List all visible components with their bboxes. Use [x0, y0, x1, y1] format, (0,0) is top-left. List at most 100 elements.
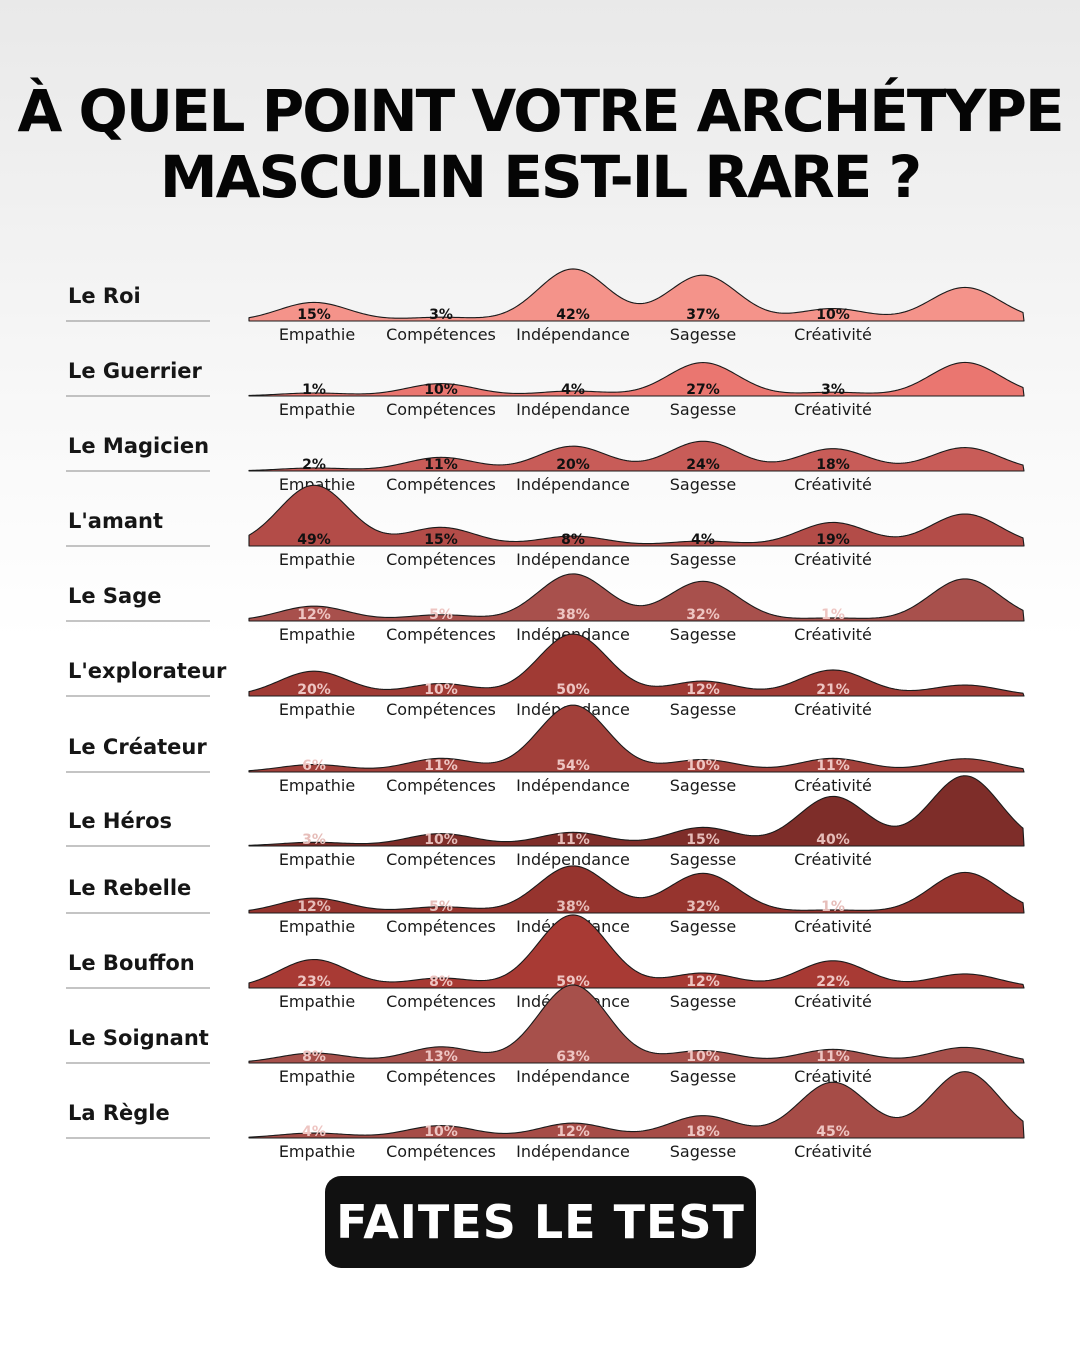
value-label: 49% — [297, 532, 331, 548]
category-label: Créativité — [794, 625, 872, 644]
value-label: 1% — [821, 899, 845, 915]
category-label: Sagesse — [670, 325, 736, 344]
category-label: Créativité — [794, 400, 872, 419]
category-label: Sagesse — [670, 400, 736, 419]
value-label: 12% — [686, 974, 720, 990]
ridge-area — [248, 704, 1025, 773]
archetype-name: La Règle — [68, 1101, 170, 1125]
ridge-area — [248, 775, 1025, 847]
value-label: 12% — [297, 899, 331, 915]
category-label: Créativité — [794, 550, 872, 569]
value-label: 5% — [429, 899, 453, 915]
category-label: Sagesse — [670, 776, 736, 795]
ridge-area — [248, 914, 1025, 989]
category-label: Empathie — [279, 400, 355, 419]
category-label: Compétences — [386, 550, 496, 569]
value-label: 15% — [686, 832, 720, 848]
value-label: 8% — [561, 532, 585, 548]
archetype-name: Le Créateur — [68, 735, 207, 759]
value-label: 23% — [297, 974, 331, 990]
category-label: Compétences — [386, 776, 496, 795]
category-label: Créativité — [794, 776, 872, 795]
take-test-button[interactable]: FAITES LE TEST — [325, 1176, 756, 1268]
archetype-row: Le Roi 15% Empathie 3% Compétences 42% Indépen… — [66, 268, 1025, 344]
value-label: 11% — [424, 457, 458, 473]
category-label: Indépendance — [516, 475, 630, 494]
category-label: Créativité — [794, 850, 872, 869]
archetype-name: Le Guerrier — [68, 359, 203, 383]
category-label: Compétences — [386, 625, 496, 644]
value-label: 18% — [816, 457, 850, 473]
page-title: À QUEL POINT VOTRE ARCHÉTYPE MASCULIN ES… — [0, 78, 1080, 210]
value-label: 24% — [686, 457, 720, 473]
value-label: 32% — [686, 607, 720, 623]
category-label: Empathie — [279, 475, 355, 494]
category-label: Sagesse — [670, 700, 736, 719]
value-label: 10% — [424, 382, 458, 398]
category-label: Sagesse — [670, 1142, 736, 1161]
category-label: Compétences — [386, 1142, 496, 1161]
archetype-ridge-chart: Le Roi 15% Empathie 3% Compétences 42% Indépen… — [66, 268, 1025, 1161]
category-label: Empathie — [279, 625, 355, 644]
category-label: Sagesse — [670, 850, 736, 869]
value-label: 11% — [816, 1049, 850, 1065]
value-label: 10% — [686, 1049, 720, 1065]
ridge-area — [248, 361, 1025, 397]
category-label: Compétences — [386, 400, 496, 419]
value-label: 45% — [816, 1124, 850, 1140]
archetype-row: Le Créateur 6% Empathie 11% Compétences 54% In… — [66, 704, 1025, 795]
value-label: 8% — [429, 974, 453, 990]
archetype-name: Le Rebelle — [68, 876, 191, 900]
value-label: 1% — [302, 382, 326, 398]
category-label: Compétences — [386, 325, 496, 344]
value-label: 20% — [556, 457, 590, 473]
value-label: 11% — [816, 758, 850, 774]
value-label: 10% — [686, 758, 720, 774]
title-line-1: À QUEL POINT VOTRE ARCHÉTYPE — [17, 77, 1064, 145]
value-label: 3% — [821, 382, 845, 398]
archetype-name: Le Soignant — [68, 1026, 209, 1050]
value-label: 13% — [424, 1049, 458, 1065]
value-label: 54% — [556, 758, 590, 774]
archetype-row: Le Guerrier 1% Empathie 10% Compétences 4% Ind… — [66, 359, 1025, 419]
value-label: 40% — [816, 832, 850, 848]
value-label: 20% — [297, 682, 331, 698]
value-label: 27% — [686, 382, 720, 398]
archetype-name: Le Roi — [68, 284, 141, 308]
value-label: 38% — [556, 607, 590, 623]
category-label: Indépendance — [516, 325, 630, 344]
category-label: Compétences — [386, 992, 496, 1011]
value-label: 22% — [816, 974, 850, 990]
category-label: Empathie — [279, 550, 355, 569]
category-label: Empathie — [279, 917, 355, 936]
ridge-area — [248, 484, 1025, 547]
value-label: 4% — [302, 1124, 326, 1140]
category-label: Empathie — [279, 992, 355, 1011]
value-label: 3% — [429, 307, 453, 323]
category-label: Créativité — [794, 992, 872, 1011]
archetype-row: Le Sage12%Empathie5%Compétences38%Indépe… — [66, 573, 1025, 644]
value-label: 12% — [686, 682, 720, 698]
ridge-area — [248, 440, 1025, 472]
value-label: 11% — [424, 758, 458, 774]
category-label: Empathie — [279, 850, 355, 869]
archetype-name: Le Héros — [68, 809, 172, 833]
ridge-area — [248, 268, 1025, 322]
category-label: Sagesse — [670, 475, 736, 494]
category-label: Indépendance — [516, 776, 630, 795]
value-label: 32% — [686, 899, 720, 915]
archetype-name: L'explorateur — [68, 659, 227, 683]
category-label: Compétences — [386, 917, 496, 936]
archetype-name: Le Magicien — [68, 434, 209, 458]
category-label: Sagesse — [670, 625, 736, 644]
archetype-name: Le Bouffon — [68, 951, 195, 975]
value-label: 10% — [424, 1124, 458, 1140]
category-label: Empathie — [279, 700, 355, 719]
value-label: 4% — [691, 532, 715, 548]
category-label: Compétences — [386, 700, 496, 719]
category-label: Indépendance — [516, 1067, 630, 1086]
ridge-area — [248, 984, 1025, 1064]
archetype-name: L'amant — [68, 509, 163, 533]
value-label: 37% — [686, 307, 720, 323]
category-label: Compétences — [386, 1067, 496, 1086]
